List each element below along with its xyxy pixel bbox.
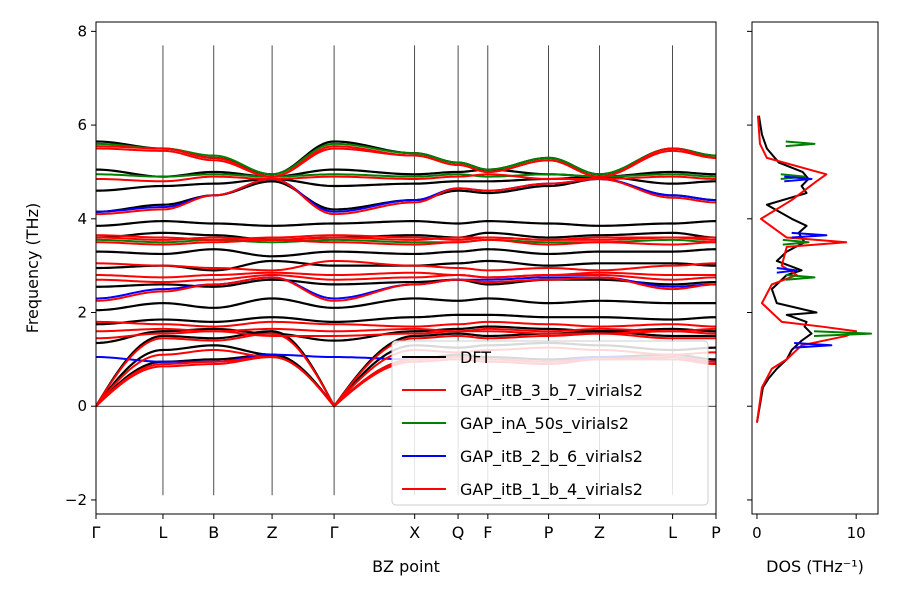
band-line bbox=[96, 236, 716, 241]
x-tick-label: Γ bbox=[92, 523, 101, 542]
band-line bbox=[96, 271, 716, 279]
band-line bbox=[96, 297, 716, 312]
dos-y-ticks bbox=[747, 30, 752, 501]
legend-label: GAP_itB_3_b_7_virials2 bbox=[460, 381, 643, 401]
x-tick-label: F bbox=[483, 523, 492, 542]
dos-line bbox=[755, 115, 858, 423]
dos-line bbox=[776, 175, 833, 349]
band-line bbox=[96, 231, 716, 241]
band-line bbox=[96, 274, 716, 284]
band-line bbox=[96, 177, 716, 216]
dos-line bbox=[780, 140, 873, 337]
dos-x-ticks: 0 10 bbox=[752, 514, 866, 542]
y-tick-label: 2 bbox=[77, 304, 87, 322]
x-tick-label: Q bbox=[452, 523, 465, 542]
x-tick-label: Z bbox=[267, 523, 278, 542]
band-line bbox=[96, 147, 716, 178]
legend-label: GAP_inA_50s_virials2 bbox=[460, 414, 629, 434]
y-tick-label: −2 bbox=[65, 491, 87, 509]
legend: DFT GAP_itB_3_b_7_virials2 GAP_inA_50s_vir… bbox=[391, 340, 709, 506]
band-line bbox=[96, 327, 716, 333]
x-tick-label: X bbox=[409, 523, 420, 542]
dos-panel: 0 10 DOS (THz⁻¹) bbox=[747, 21, 879, 576]
y-tick-label: 4 bbox=[77, 210, 87, 228]
band-y-ticks: −2 0 2 4 6 8 bbox=[65, 22, 96, 509]
band-y-axis-label: Frequency (THz) bbox=[23, 203, 42, 333]
dos-x-axis-label: DOS (THz⁻¹) bbox=[766, 557, 864, 576]
band-line bbox=[96, 276, 716, 302]
band-line bbox=[96, 173, 716, 178]
legend-label: GAP_itB_1_b_4_virials2 bbox=[460, 480, 643, 500]
legend-box bbox=[391, 340, 709, 506]
band-line bbox=[96, 145, 716, 178]
dos-x-tick-label: 10 bbox=[847, 524, 866, 542]
band-line bbox=[96, 259, 716, 272]
y-tick-label: 6 bbox=[77, 116, 87, 134]
band-line bbox=[96, 142, 716, 176]
band-line bbox=[96, 238, 716, 246]
y-tick-label: 0 bbox=[77, 397, 87, 415]
band-series-lines bbox=[96, 140, 716, 408]
band-axes-frame bbox=[95, 21, 717, 515]
dos-series-lines bbox=[755, 115, 873, 423]
x-tick-label: P bbox=[711, 523, 721, 542]
x-tick-label: L bbox=[668, 523, 677, 542]
band-line bbox=[96, 248, 716, 258]
x-tick-label: B bbox=[208, 523, 219, 542]
band-x-axis-label: BZ point bbox=[372, 557, 440, 576]
x-tick-label: Z bbox=[594, 523, 605, 542]
legend-label: DFT bbox=[460, 348, 491, 367]
band-line bbox=[96, 220, 716, 227]
band-line bbox=[96, 259, 716, 272]
x-tick-label: L bbox=[158, 523, 167, 542]
band-line bbox=[96, 278, 716, 288]
dos-x-tick-label: 0 bbox=[752, 524, 762, 542]
x-tick-label: Γ bbox=[330, 523, 339, 542]
band-line bbox=[96, 173, 716, 183]
x-tick-label: P bbox=[544, 523, 554, 542]
y-tick-label: 8 bbox=[77, 22, 87, 40]
band-line bbox=[96, 320, 716, 328]
dos-axes-frame bbox=[751, 21, 879, 515]
legend-label: GAP_itB_2_b_6_virials2 bbox=[460, 447, 643, 467]
band-line bbox=[96, 313, 716, 326]
